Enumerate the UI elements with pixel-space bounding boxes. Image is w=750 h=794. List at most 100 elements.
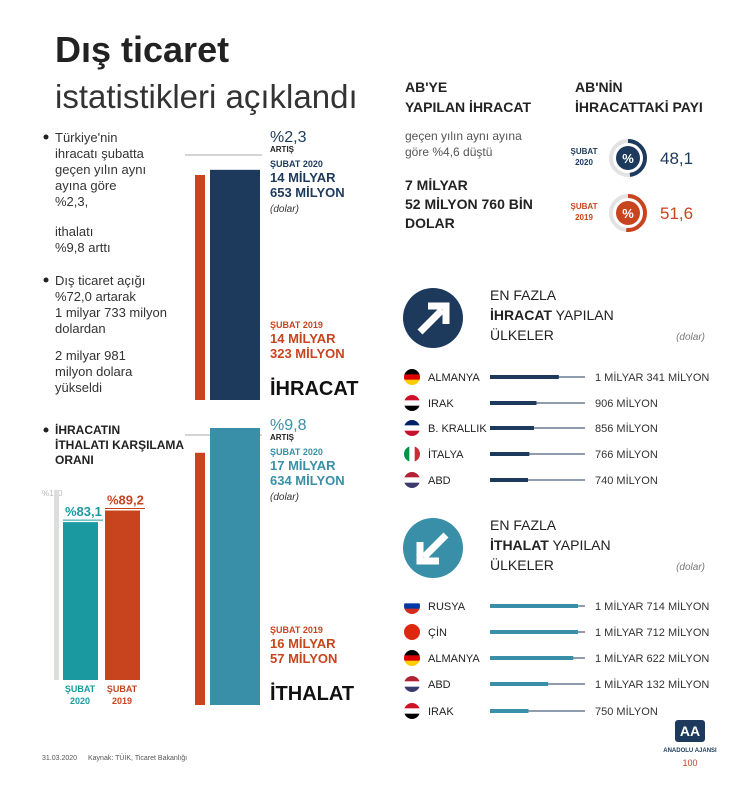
period: ŞUBAT bbox=[571, 147, 598, 156]
country-value: 1 MİLYAR 712 MİLYON bbox=[595, 626, 709, 639]
list-title: ÜLKELER bbox=[490, 556, 554, 573]
country-bar bbox=[490, 452, 530, 456]
flag-stripe bbox=[404, 608, 420, 614]
period: ŞUBAT bbox=[107, 684, 138, 694]
flag-stripe bbox=[404, 374, 420, 380]
period: ŞUBAT 2020 bbox=[270, 447, 323, 457]
country-value: 856 MİLYON bbox=[595, 422, 658, 435]
eu-title: AB'YE bbox=[405, 79, 447, 95]
title: Dış ticaret bbox=[55, 29, 229, 70]
summary-text: 2 milyar 981 bbox=[55, 348, 126, 363]
logo: AA bbox=[680, 723, 700, 739]
change: %2,3 bbox=[270, 129, 307, 146]
flag-stripe bbox=[404, 676, 420, 682]
anniversary: 100 bbox=[682, 758, 697, 768]
country-bar bbox=[490, 656, 574, 660]
flag-stripe bbox=[404, 379, 420, 385]
flag-stripe bbox=[404, 629, 420, 635]
country-value: 750 MİLYON bbox=[595, 705, 658, 718]
list-title-bold: İHRACAT bbox=[490, 307, 552, 323]
flag-stripe bbox=[404, 650, 420, 656]
flag-stripe bbox=[414, 446, 420, 462]
ring-center bbox=[616, 146, 640, 170]
country-bar bbox=[490, 604, 578, 608]
change-label: ARTIŞ bbox=[270, 145, 295, 154]
country-bar bbox=[490, 426, 534, 430]
flag-stripe bbox=[404, 430, 420, 436]
percent-symbol: % bbox=[622, 206, 634, 221]
unit: (dolar) bbox=[676, 562, 705, 573]
flag-stripe bbox=[404, 420, 420, 426]
amount: 323 MİLYON bbox=[270, 346, 345, 361]
flag-stripe bbox=[404, 369, 420, 375]
country-name: ALMANYA bbox=[428, 372, 480, 384]
amount: 14 MİLYAR bbox=[270, 170, 336, 185]
eu-amount: 7 MİLYAR bbox=[405, 177, 468, 193]
agency: ANADOLU AJANSI bbox=[663, 748, 717, 754]
summary-text: milyon dolara bbox=[55, 364, 133, 379]
amount: 634 MİLYON bbox=[270, 473, 345, 488]
list-title-rest: YAPILAN bbox=[549, 537, 611, 553]
flag-stripe bbox=[404, 400, 420, 406]
flag-stripe bbox=[404, 598, 420, 604]
period: ŞUBAT bbox=[571, 202, 598, 211]
summary-text: %72,0 artarak bbox=[55, 289, 136, 304]
ring-arc bbox=[609, 139, 647, 177]
flag-stripe bbox=[404, 708, 420, 714]
current-bar bbox=[210, 169, 260, 400]
subtitle: istatistikleri açıklandı bbox=[55, 78, 358, 115]
flag-stripe bbox=[404, 655, 420, 661]
period: ŞUBAT bbox=[65, 684, 96, 694]
previous-bar bbox=[195, 175, 205, 400]
country-name: ALMANYA bbox=[428, 653, 480, 665]
flag-stripe bbox=[404, 425, 420, 431]
country-value: 1 MİLYAR 714 MİLYON bbox=[595, 600, 709, 613]
country-value: 906 MİLYON bbox=[595, 397, 658, 410]
country-value: 1 MİLYAR 622 MİLYON bbox=[595, 652, 709, 665]
list-title: ÜLKELER bbox=[490, 326, 554, 343]
amount: 17 MİLYAR bbox=[270, 458, 336, 473]
period: 2019 bbox=[112, 696, 132, 706]
list-title: İTHALAT YAPILAN bbox=[490, 537, 611, 553]
coverage-title: İTHALATI KARŞILAMA bbox=[55, 437, 184, 452]
flag-stripe bbox=[404, 446, 410, 462]
section-name: İHRACAT bbox=[270, 377, 359, 400]
country-bar bbox=[490, 709, 529, 713]
eu-note: geçen yılın aynı ayına bbox=[405, 129, 522, 143]
list-title-bold: İTHALAT bbox=[490, 537, 549, 553]
flag-stripe bbox=[404, 703, 420, 709]
flag-stripe bbox=[404, 634, 420, 640]
flag-stripe bbox=[404, 624, 420, 630]
flag-stripe bbox=[404, 405, 420, 411]
country-value: 1 MİLYAR 132 MİLYON bbox=[595, 678, 709, 691]
eu-note: göre %4,6 düştü bbox=[405, 145, 492, 159]
amount: 14 MİLYAR bbox=[270, 331, 336, 346]
flag-stripe bbox=[404, 482, 420, 488]
summary-text: geçen yılın aynı bbox=[55, 162, 146, 177]
summary-text: Dış ticaret açığı bbox=[55, 273, 145, 288]
summary-text: 1 milyar 733 milyon bbox=[55, 305, 167, 320]
coverage-label: %83,1 bbox=[65, 504, 102, 519]
flag-stripe bbox=[404, 713, 420, 719]
country-value: 1 MİLYAR 341 MİLYON bbox=[595, 371, 709, 384]
source: Kaynak: TÜİK, Ticaret Bakanlığı bbox=[88, 753, 187, 762]
amount: 16 MİLYAR bbox=[270, 636, 336, 651]
coverage-title: İHRACATIN bbox=[55, 422, 120, 437]
country-name: İTALYA bbox=[428, 448, 464, 461]
country-name: IRAK bbox=[428, 706, 454, 718]
previous-bar bbox=[195, 452, 205, 705]
country-bar bbox=[490, 682, 549, 686]
date: 31.03.2020 bbox=[42, 755, 77, 762]
current-bar bbox=[210, 428, 260, 705]
country-bar bbox=[490, 630, 578, 634]
change: %9,8 bbox=[270, 417, 307, 434]
flag-stripe bbox=[404, 603, 420, 609]
country-bar bbox=[490, 478, 528, 482]
amount: 57 MİLYON bbox=[270, 651, 337, 666]
list-title-rest: YAPILAN bbox=[552, 307, 614, 323]
percent-symbol: % bbox=[622, 151, 634, 166]
country-name: ÇİN bbox=[428, 626, 447, 639]
flag-stripe bbox=[404, 472, 420, 478]
unit: (dolar) bbox=[676, 332, 705, 343]
summary-text: %2,3, bbox=[55, 194, 88, 209]
